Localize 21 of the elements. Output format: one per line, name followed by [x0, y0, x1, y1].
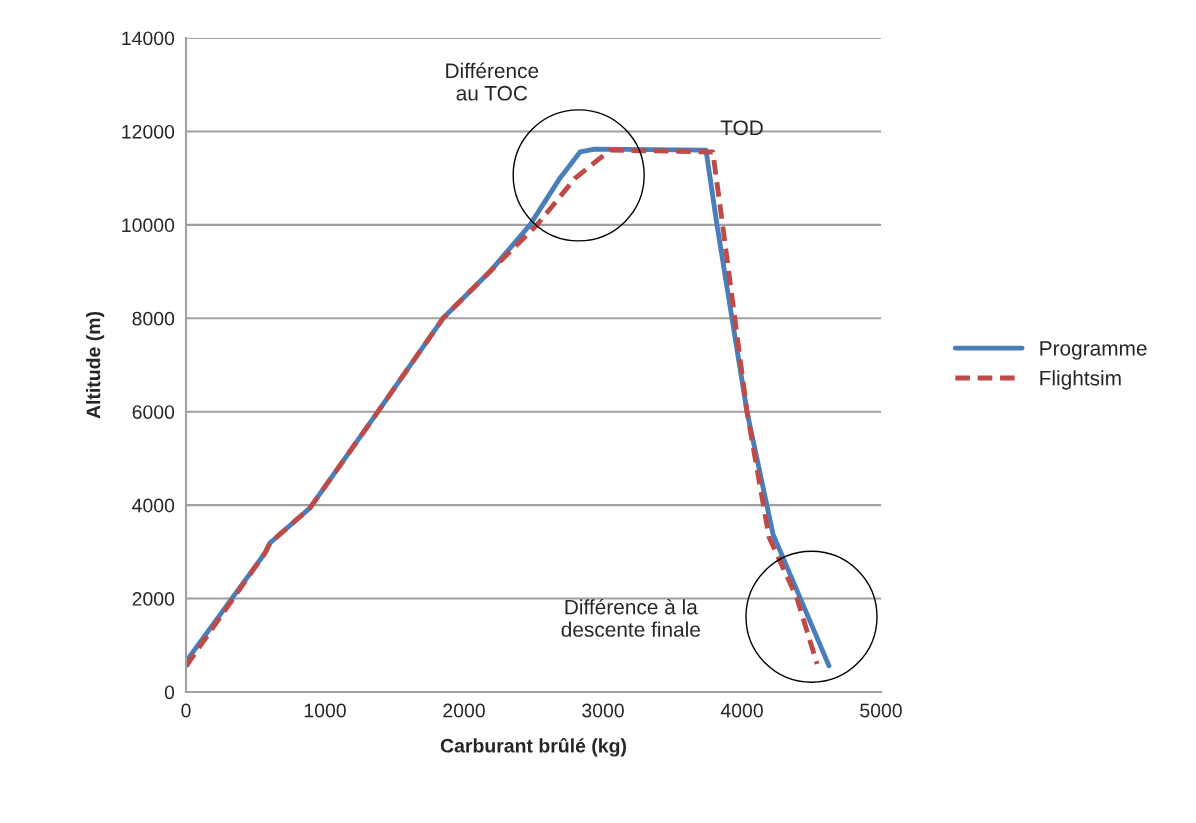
- y-tick-label: 0: [164, 685, 175, 700]
- legend-label: Flightsim: [1040, 370, 1121, 390]
- x-tick-label: 3000: [582, 703, 624, 718]
- y-tick-label: 2000: [132, 592, 175, 606]
- y-tick-label: 12000: [122, 124, 175, 139]
- x-tick-label: 5000: [860, 703, 902, 718]
- legend-label: Programme: [1040, 341, 1147, 360]
- x-tick-label: 0: [181, 703, 191, 718]
- y-tick-label: 14000: [122, 31, 175, 46]
- annotation: Différence à la descente finale: [561, 598, 700, 637]
- annotation: TOD: [720, 120, 763, 136]
- y-axis-title: Altitude (m): [86, 311, 105, 419]
- y-tick-label: 8000: [132, 311, 175, 326]
- x-tick-label: 2000: [443, 703, 485, 718]
- x-axis-title: Carburant brûlé (kg): [440, 737, 626, 757]
- x-tick-label: 1000: [304, 703, 346, 718]
- x-tick-label: 4000: [720, 703, 763, 718]
- y-tick-label: 6000: [132, 405, 175, 419]
- y-tick-label: 4000: [132, 498, 175, 513]
- annotation: Différence au TOC: [446, 62, 539, 101]
- y-tick-label: 10000: [122, 218, 175, 233]
